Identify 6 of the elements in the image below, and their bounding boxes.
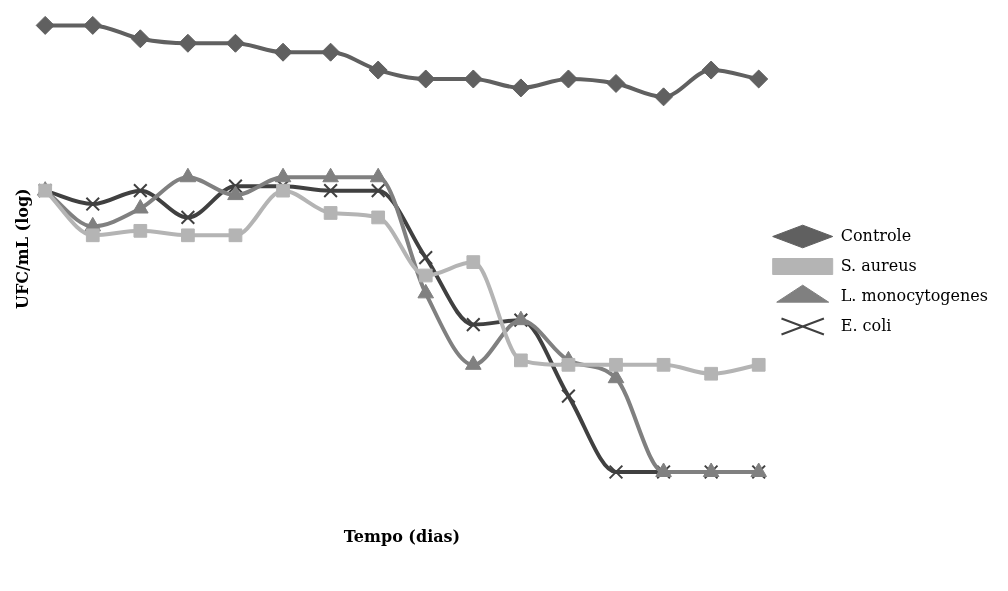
legend-label: Controle bbox=[840, 225, 912, 245]
x-axis-title: Tempo (dias) bbox=[343, 526, 461, 546]
y-axis-title: UFC/mL (log) bbox=[12, 188, 32, 310]
legend-label: S. aureus bbox=[840, 255, 917, 275]
legend-label: E. coli bbox=[840, 315, 892, 335]
legend-label: L. monocytogenes bbox=[840, 285, 988, 305]
